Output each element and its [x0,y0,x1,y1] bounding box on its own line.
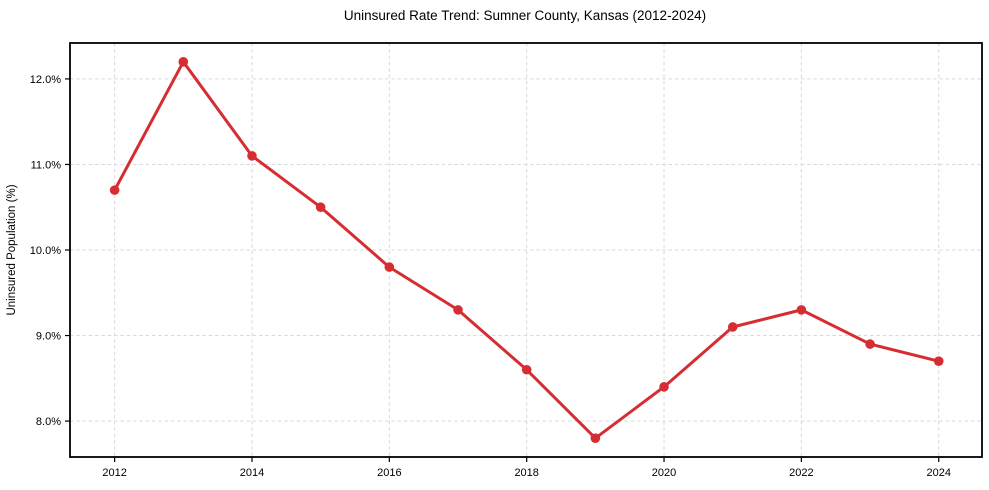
y-axis-title: Uninsured Population (%) [6,184,18,315]
data-point-2021 [727,322,738,332]
x-tick-label: 2022 [789,467,813,479]
x-tick-label: 2024 [926,467,950,479]
data-point-2015 [315,202,326,213]
data-point-2017 [453,305,463,315]
data-point-2016 [384,262,395,272]
data-point-2024 [933,356,944,366]
chart-title: Uninsured Rate Trend: Sumner County, Kan… [344,8,706,23]
data-point-2020 [659,382,669,392]
data-point-2013 [178,57,189,67]
data-point-2019 [590,433,601,443]
x-tick-label: 2016 [377,467,401,479]
data-point-2018 [521,364,532,375]
y-tick-label: 8.0% [36,416,61,428]
grid-layer [70,43,982,457]
y-tick-label: 10.0% [30,245,61,257]
y-tick-label: 12.0% [30,74,61,86]
label-layer: Uninsured Rate Trend: Sumner County, Kan… [6,8,706,316]
data-point-2022 [796,305,807,315]
x-tick-label: 2018 [514,467,538,479]
x-tick-label: 2012 [102,467,126,479]
line-series-layer [109,57,944,443]
y-tick-label: 9.0% [36,331,61,343]
data-point-2014 [247,151,257,161]
data-point-2023 [865,339,875,349]
x-tick-label: 2020 [652,467,676,479]
x-tick-label: 2014 [240,467,264,479]
y-tick-label: 11.0% [31,159,62,171]
axis-layer: 2012 2014 2016 2018 2020 2022 2024 8.0% 9.0% 10.0… [30,42,983,479]
data-point-2012 [109,185,120,195]
